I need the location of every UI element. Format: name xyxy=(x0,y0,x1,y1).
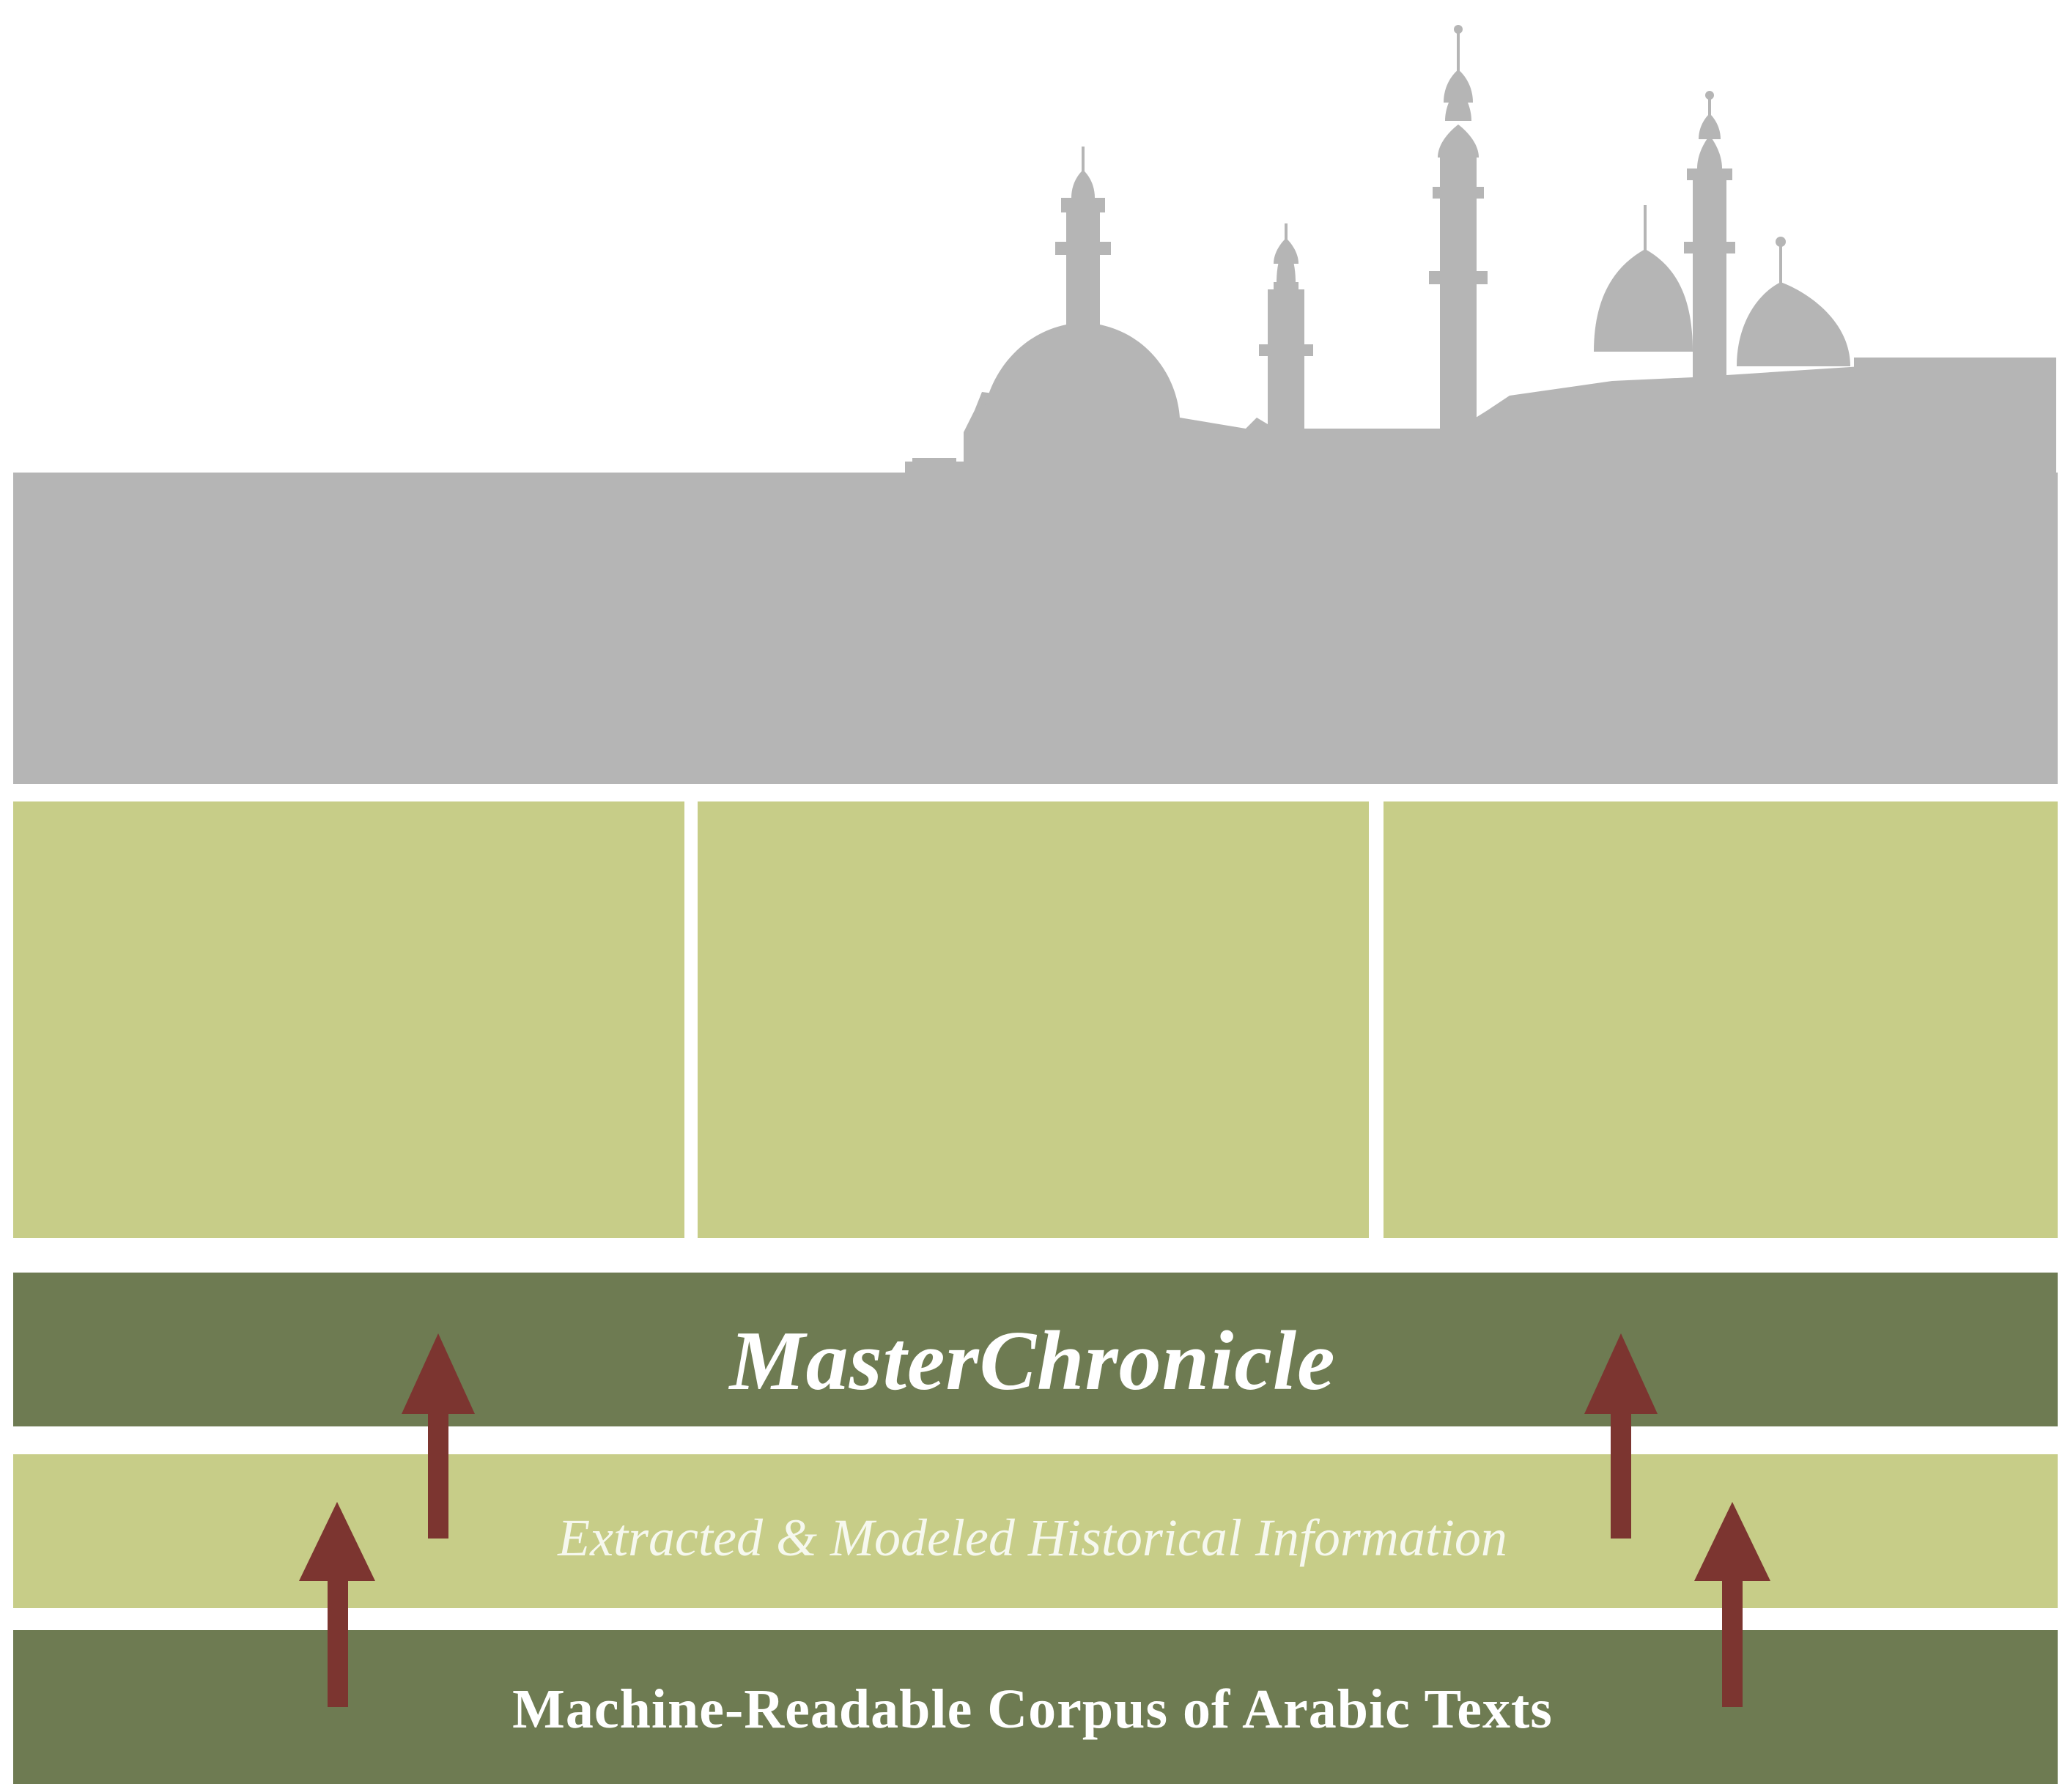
layer-extracted-information-label: Extracted & Modeled Historical Informati… xyxy=(558,1508,1507,1567)
layer-arabic-corpus-label: Machine-Readable Corpus of Arabic Texts xyxy=(512,1678,1553,1740)
content-box-1 xyxy=(13,801,684,1238)
mosque-skyline-silhouette-icon xyxy=(13,25,2058,784)
content-box-3 xyxy=(1384,801,2058,1238)
layer-masterchronicle-label: MasterChronicle xyxy=(729,1314,1336,1408)
content-box-2 xyxy=(698,801,1369,1238)
layer-masterchronicle xyxy=(13,1273,2058,1426)
layer-arabic-corpus xyxy=(13,1630,2058,1784)
